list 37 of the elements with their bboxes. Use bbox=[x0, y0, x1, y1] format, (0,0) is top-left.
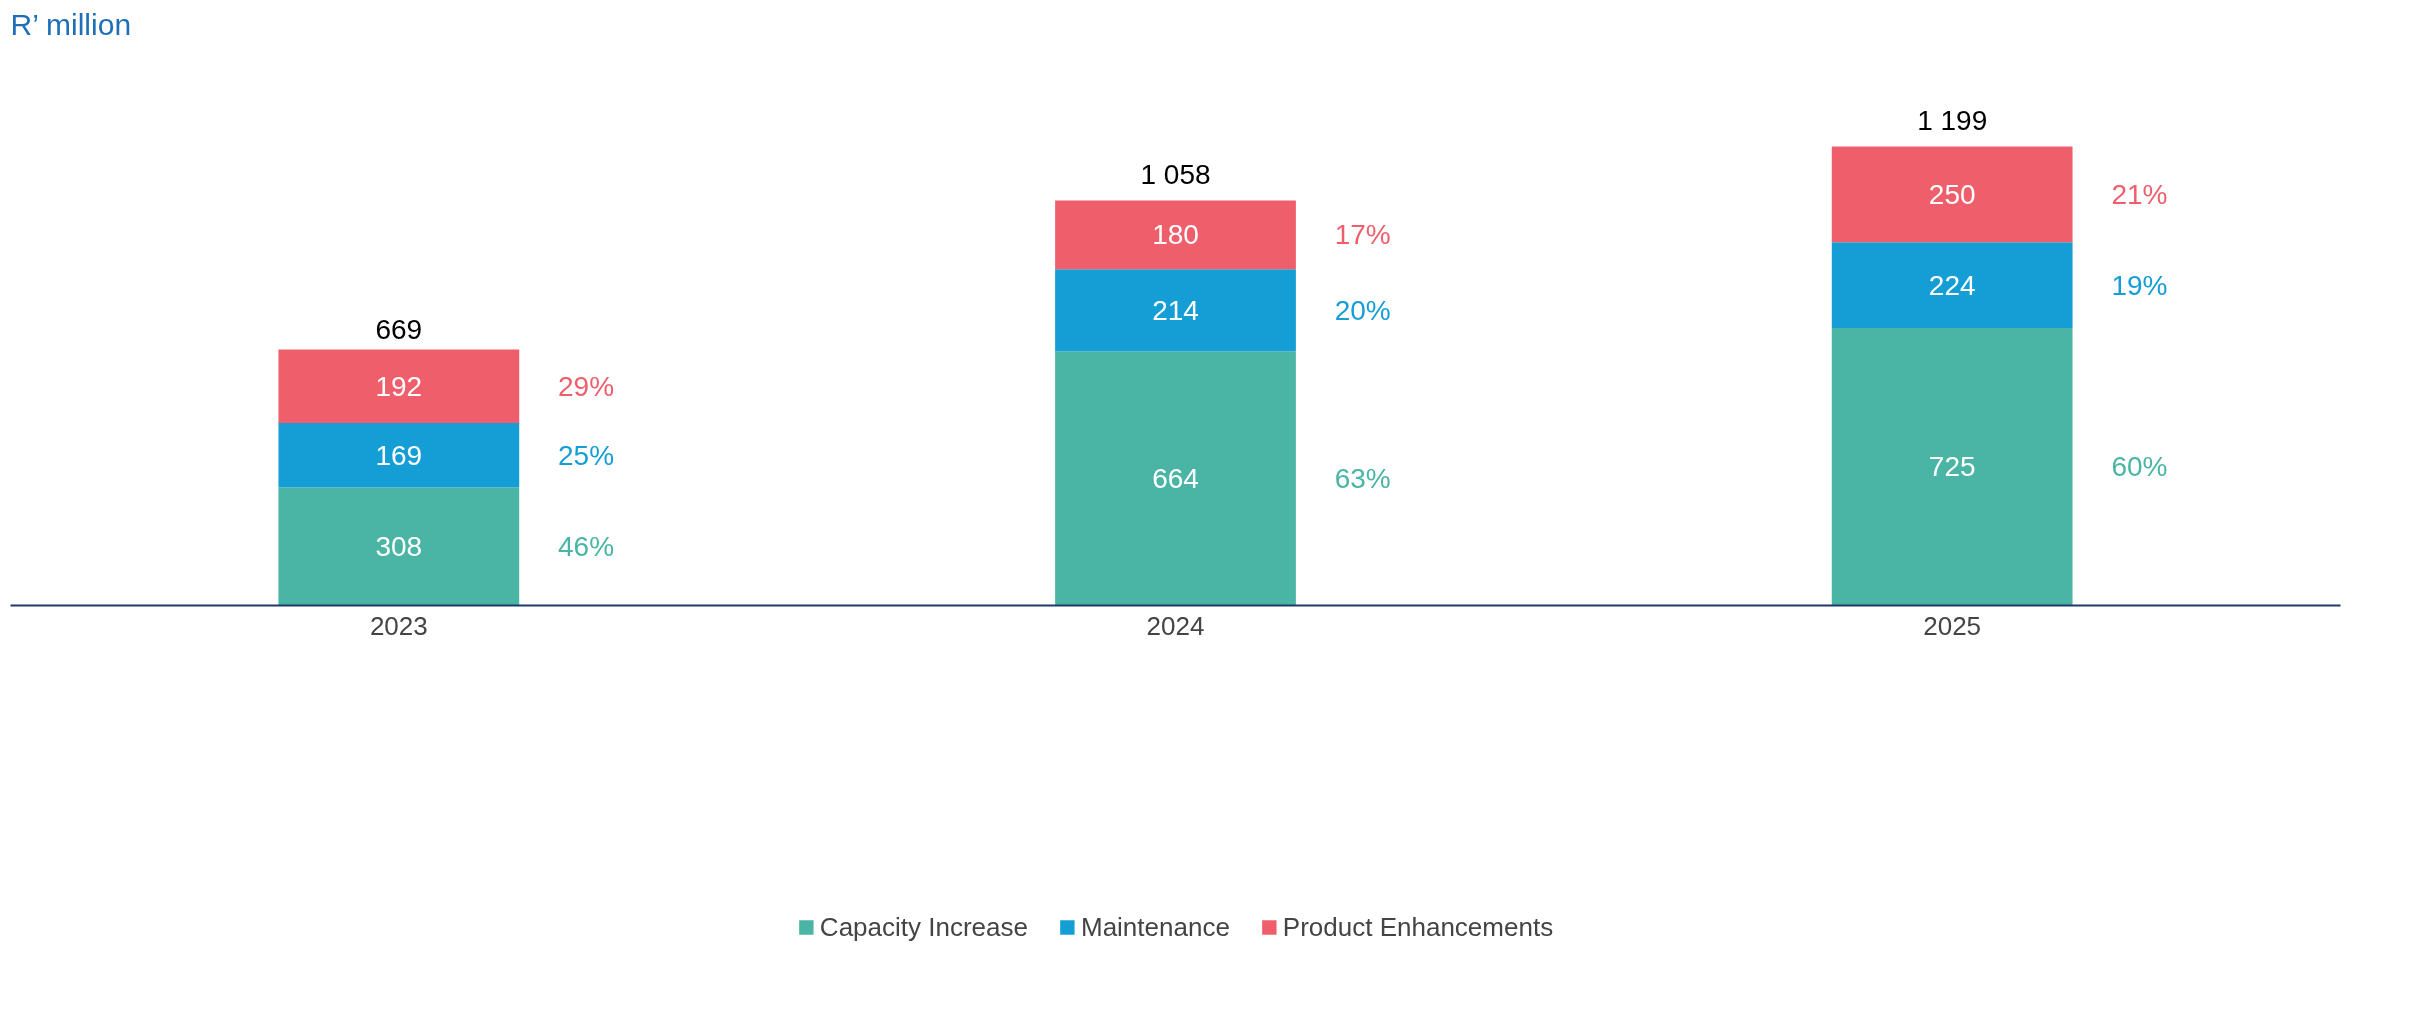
x-tick-label: 2025 bbox=[1923, 610, 1982, 641]
annotation: 46% bbox=[558, 531, 615, 563]
data-label: 250 bbox=[1928, 178, 1976, 210]
total-label: 1 058 bbox=[1140, 159, 1211, 191]
bar bbox=[278, 349, 520, 423]
total-label: 669 bbox=[375, 314, 423, 346]
annotation: 20% bbox=[1334, 294, 1391, 326]
annotation: 29% bbox=[558, 370, 615, 402]
annotation: 17% bbox=[1334, 219, 1391, 251]
bar bbox=[1055, 269, 1296, 352]
bar bbox=[1055, 351, 1296, 606]
annotation: 25% bbox=[558, 439, 615, 471]
bar bbox=[1831, 242, 2073, 328]
bar bbox=[278, 487, 520, 606]
chart-title: R’ million bbox=[10, 7, 132, 41]
annotation: 63% bbox=[1334, 462, 1391, 494]
x-tick-label: 2024 bbox=[1146, 610, 1205, 641]
legend-label: Maintenance bbox=[1080, 911, 1230, 943]
data-label: 224 bbox=[1928, 269, 1976, 301]
bar bbox=[278, 422, 520, 488]
total-label: 1 199 bbox=[1917, 105, 1988, 137]
data-label: 169 bbox=[375, 439, 423, 471]
data-label: 214 bbox=[1152, 294, 1199, 326]
annotation: 19% bbox=[2111, 269, 2168, 301]
bar bbox=[1055, 200, 1296, 270]
annotation: 21% bbox=[2111, 178, 2168, 210]
data-label: 725 bbox=[1928, 451, 1976, 483]
bar bbox=[1831, 327, 2073, 606]
data-label: 180 bbox=[1152, 219, 1199, 251]
bar bbox=[1831, 146, 2073, 243]
data-label: 664 bbox=[1152, 462, 1199, 494]
data-label: 308 bbox=[375, 531, 423, 563]
data-label: 192 bbox=[375, 370, 423, 402]
legend-label: Product Enhancements bbox=[1282, 911, 1554, 943]
legend-label: Capacity Increase bbox=[819, 911, 1028, 943]
annotation: 60% bbox=[2111, 451, 2168, 483]
x-tick-label: 2023 bbox=[369, 610, 428, 641]
